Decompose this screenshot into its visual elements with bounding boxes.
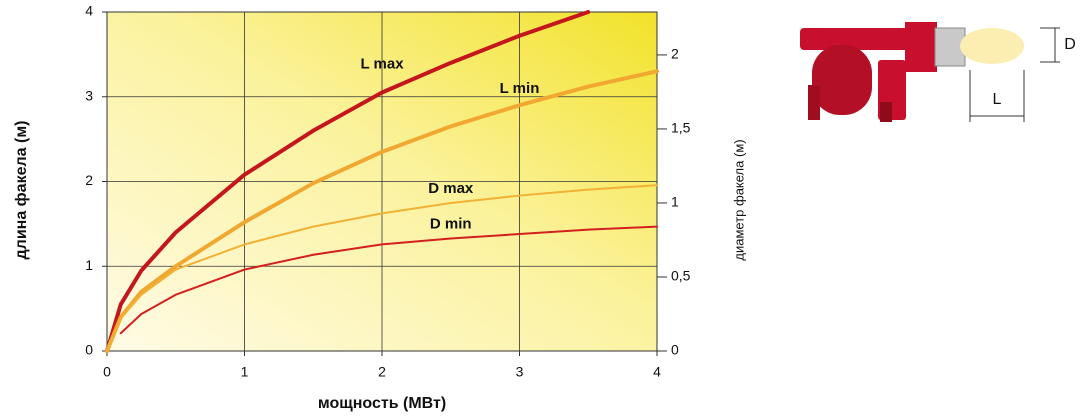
length-label: L: [993, 91, 1002, 108]
x-tick-label: 4: [653, 364, 661, 380]
y2-tick-label: 0,5: [671, 268, 691, 284]
y2-axis-label: диаметр факела (м): [731, 139, 746, 260]
y-axis-label: длина факела (м): [13, 121, 30, 260]
y-tick-label: 0: [85, 342, 93, 358]
series-label: D min: [430, 215, 472, 232]
x-axis-label: мощность (МВт): [318, 395, 446, 412]
series-label: L min: [500, 80, 540, 97]
diameter-label: D: [1064, 36, 1076, 53]
x-tick-label: 3: [516, 364, 524, 380]
series-label: L max: [360, 55, 404, 72]
y2-tick-label: 2: [671, 46, 679, 62]
y2-tick-label: 1: [671, 194, 679, 210]
y-tick-label: 4: [85, 3, 93, 19]
chart: длина факела (м) диаметр факела (м) мощн…: [0, 0, 1082, 416]
y2-tick-label: 1,5: [671, 120, 691, 136]
y-tick-label: 3: [85, 87, 93, 103]
y2-tick-label: 0: [671, 342, 679, 358]
series-label: D max: [428, 180, 474, 197]
burner-illustration: [800, 22, 1060, 122]
y-tick-label: 2: [85, 172, 93, 188]
x-tick-label: 1: [241, 364, 249, 380]
x-tick-label: 2: [378, 364, 386, 380]
y-tick-label: 1: [85, 257, 93, 273]
x-tick-label: 0: [103, 364, 111, 380]
